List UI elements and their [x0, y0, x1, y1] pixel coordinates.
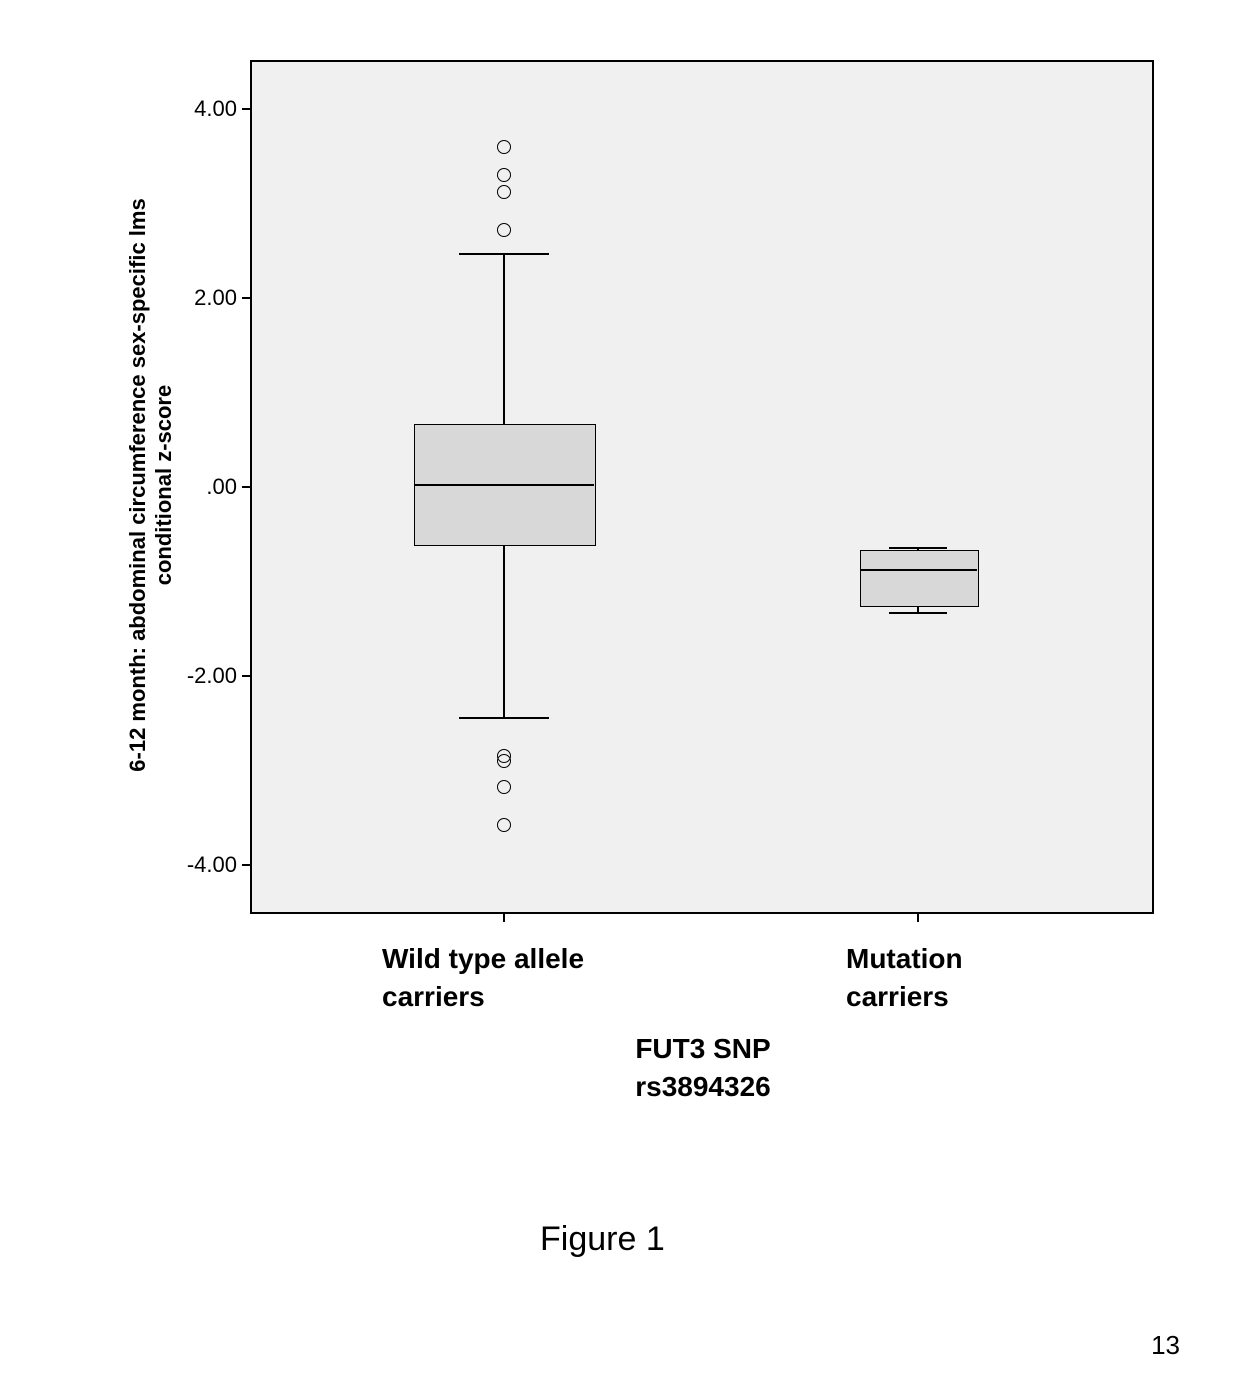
- outlier-marker: [497, 140, 511, 154]
- page-number: 13: [1151, 1330, 1180, 1361]
- y-tick: [242, 108, 252, 110]
- chart-wrapper: 6-12 month: abdominal circumference sex-…: [85, 60, 1155, 980]
- plot-area: -4.00-2.00.002.004.00: [250, 60, 1154, 914]
- category-label: Mutation carriers: [846, 940, 963, 1016]
- figure-caption: Figure 1: [540, 1220, 665, 1259]
- x-axis-title: FUT3 SNP rs3894326: [593, 1030, 813, 1106]
- outlier-marker: [497, 818, 511, 832]
- page-container: 6-12 month: abdominal circumference sex-…: [0, 0, 1240, 1381]
- category-label-line2: carriers: [382, 981, 485, 1012]
- median-line: [414, 484, 594, 486]
- whisker-cap: [889, 547, 948, 549]
- y-tick-label: 2.00: [172, 285, 237, 311]
- y-tick: [242, 864, 252, 866]
- whisker-cap: [459, 253, 549, 255]
- y-tick: [242, 486, 252, 488]
- outlier-marker: [497, 223, 511, 237]
- median-line: [860, 569, 977, 571]
- x-tick: [917, 912, 919, 922]
- x-tick: [503, 912, 505, 922]
- x-axis-title-line1: FUT3 SNP: [635, 1033, 770, 1064]
- y-tick: [242, 297, 252, 299]
- outlier-marker: [497, 754, 511, 768]
- y-axis-title: 6-12 month: abdominal circumference sex-…: [125, 105, 177, 865]
- whisker-cap: [889, 612, 948, 614]
- y-tick-label: -4.00: [172, 852, 237, 878]
- y-tick-label: -2.00: [172, 663, 237, 689]
- category-label-line1: Mutation: [846, 943, 963, 974]
- outlier-marker: [497, 185, 511, 199]
- category-label-line1: Wild type allele: [382, 943, 584, 974]
- outlier-marker: [497, 168, 511, 182]
- category-label-line2: carriers: [846, 981, 949, 1012]
- y-tick-label: .00: [172, 474, 237, 500]
- y-tick-label: 4.00: [172, 96, 237, 122]
- outlier-marker: [497, 780, 511, 794]
- box: [860, 550, 979, 607]
- category-label: Wild type allele carriers: [382, 940, 584, 1016]
- y-axis-title-line1: 6-12 month: abdominal circumference sex-…: [125, 105, 151, 865]
- x-axis-title-line2: rs3894326: [635, 1071, 770, 1102]
- y-tick: [242, 675, 252, 677]
- whisker-cap: [459, 717, 549, 719]
